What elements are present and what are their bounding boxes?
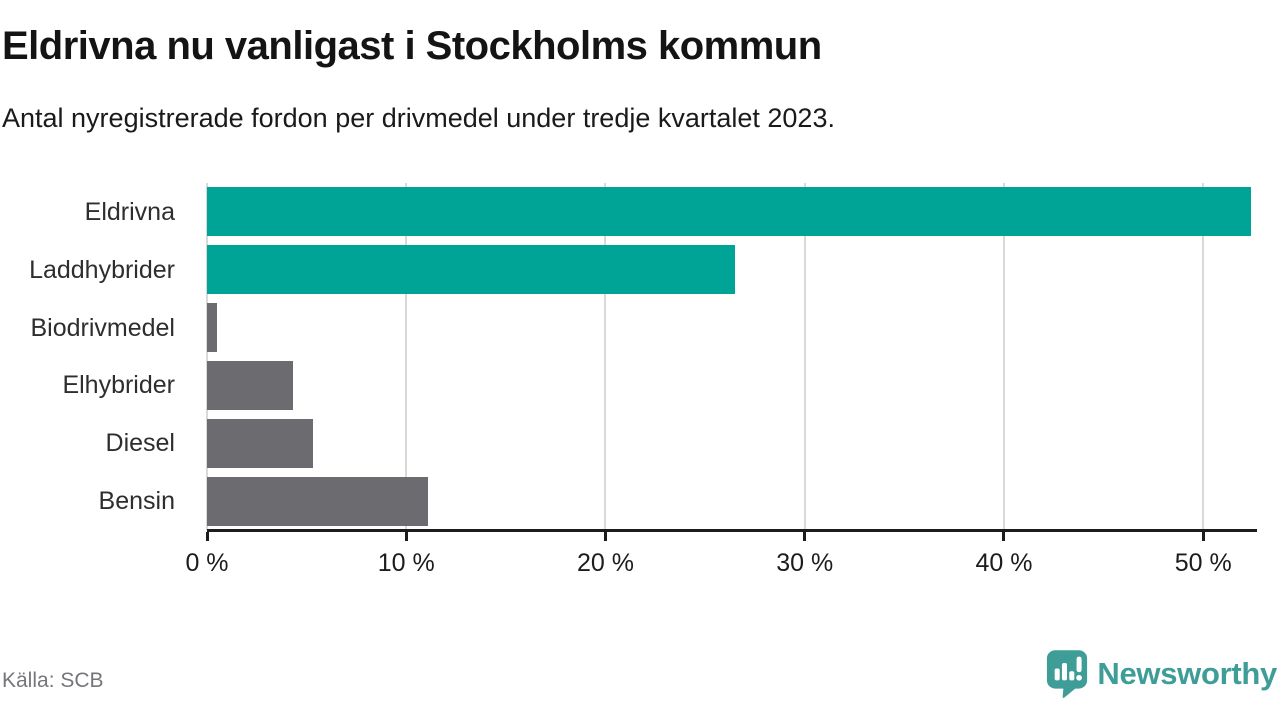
category-label-diesel: Diesel (105, 429, 175, 458)
category-label-elhybrider: Elhybrider (62, 371, 175, 400)
newsworthy-bubble-icon (1047, 650, 1088, 698)
x-tick-label: 20 % (576, 549, 634, 577)
category-label-bensin: Bensin (98, 487, 175, 516)
gridline (1202, 183, 1205, 530)
x-tick-mark (1002, 532, 1006, 541)
bar-laddhybrider (207, 245, 735, 295)
x-tick-mark (404, 532, 408, 541)
category-axis: Eldrivna Laddhybrider Biodrivmedel Elhybrid… (0, 183, 191, 530)
source-note: Källa: SCB (2, 669, 104, 692)
gridline (604, 183, 607, 530)
gridline (206, 183, 208, 530)
gridline (803, 183, 806, 530)
category-label-biodrivmedel: Biodrivmedel (30, 313, 175, 342)
gridline (1002, 183, 1005, 530)
x-axis: 0 % 10 % 20 % 30 % 40 % 50 % (185, 532, 1255, 592)
x-axis-line (207, 529, 1257, 532)
bar-eldrivna (207, 187, 1251, 237)
category-label-laddhybrider: Laddhybrider (29, 255, 175, 284)
bar-diesel (207, 418, 313, 468)
chart-subtitle: Antal nyregistrerade fordon per drivmede… (2, 103, 835, 133)
bar-elhybrider (207, 360, 293, 410)
gridline (405, 183, 408, 530)
newsworthy-wordmark: Newsworthy (1097, 655, 1277, 691)
x-tick-mark (803, 532, 807, 541)
x-tick-label: 30 % (776, 549, 834, 577)
category-label-eldrivna: Eldrivna (84, 197, 175, 226)
x-tick-mark (603, 532, 607, 541)
x-tick-label: 0 % (185, 549, 229, 577)
x-tick-mark (205, 532, 209, 541)
newsworthy-logo: Newsworthy (1046, 649, 1277, 698)
chart-title: Eldrivna nu vanligast i Stockholms kommu… (2, 24, 822, 68)
bar-biodrivmedel (207, 303, 217, 353)
x-tick-label: 50 % (1174, 549, 1232, 577)
bar-bensin (207, 476, 429, 526)
bar-chart-plot-area (206, 183, 1255, 530)
x-tick-mark (1201, 532, 1205, 541)
x-tick-label: 10 % (377, 549, 435, 577)
x-tick-label: 40 % (975, 549, 1033, 577)
